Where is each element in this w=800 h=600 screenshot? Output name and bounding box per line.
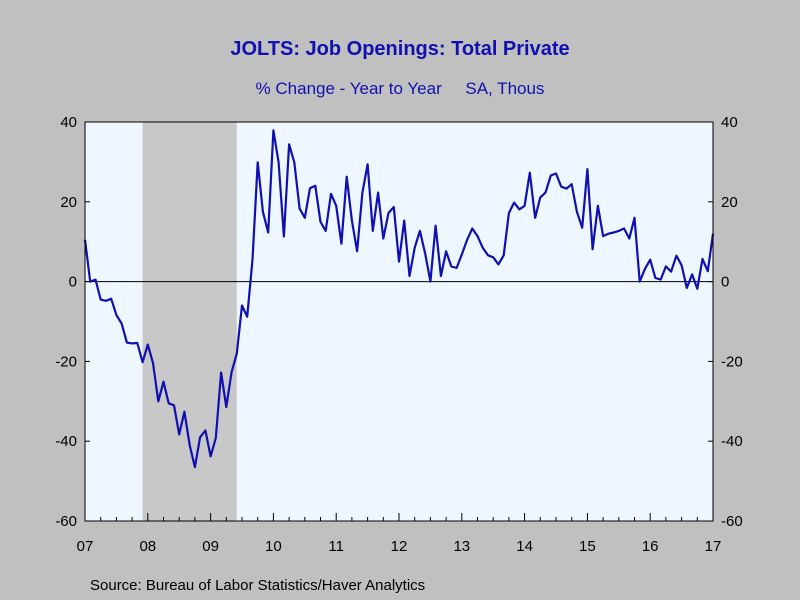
x-tick-label: 11	[328, 538, 344, 555]
x-tick-label: 08	[139, 538, 156, 555]
y-tick-label-left: -20	[55, 353, 77, 370]
chart-subtitle: % Change - Year to Year SA, Thous	[255, 79, 545, 98]
chart-source: Source: Bureau of Labor Statistics/Haver…	[90, 577, 426, 594]
y-tick-label-left: 20	[60, 194, 77, 211]
y-tick-label-right: 0	[721, 274, 729, 291]
x-tick-label: 09	[202, 538, 219, 555]
y-tick-label-left: 40	[60, 114, 77, 131]
series-line	[83, 129, 715, 469]
y-tick-label-right: -60	[721, 513, 743, 530]
chart-title: JOLTS: Job Openings: Total Private	[230, 38, 570, 60]
x-tick-label: 17	[705, 538, 722, 555]
y-tick-label-right: -20	[721, 353, 743, 370]
x-tick-label: 14	[516, 538, 533, 555]
y-tick-label-right: -40	[721, 433, 743, 450]
x-tick-label: 16	[642, 538, 659, 555]
y-tick-label-right: 40	[721, 114, 738, 131]
y-tick-label-left: -60	[55, 513, 77, 530]
y-tick-label-right: 20	[721, 194, 738, 211]
y-tick-label-left: -40	[55, 433, 77, 450]
y-tick-label-left: 0	[69, 274, 77, 291]
x-tick-label: 13	[453, 538, 470, 555]
x-tick-label: 07	[77, 538, 94, 555]
x-tick-label: 15	[579, 538, 596, 555]
x-tick-label: 10	[265, 538, 282, 555]
recession-band	[142, 122, 237, 521]
x-tick-label: 12	[391, 538, 408, 555]
